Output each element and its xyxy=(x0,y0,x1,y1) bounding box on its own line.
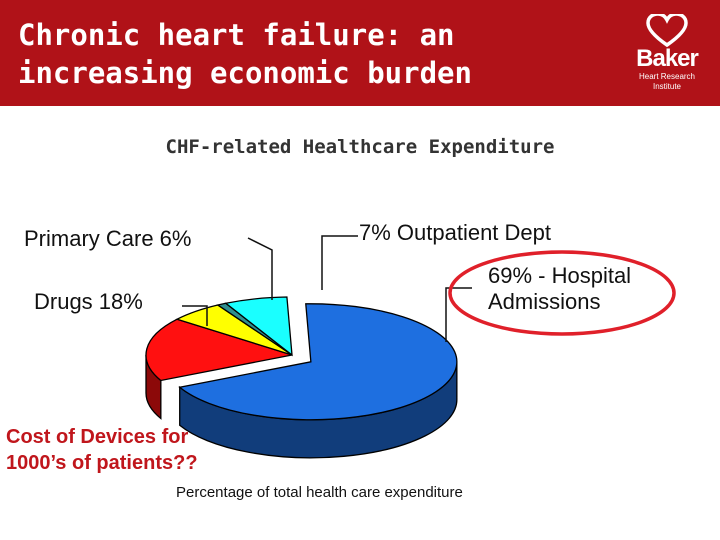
leader-lines xyxy=(182,235,472,342)
baker-logo: Baker Heart Research Institute xyxy=(624,14,710,94)
pie-sides xyxy=(145,354,458,459)
leader-line-drugs xyxy=(182,305,208,326)
highlight-ellipse xyxy=(448,250,676,336)
devices-cost-note-line-1: Cost of Devices for xyxy=(6,426,189,448)
chart-title: CHF-related Healthcare Expenditure xyxy=(165,136,555,158)
devices-cost-note: Cost of Devices for 1000’s of patients?? xyxy=(6,424,198,476)
x-axis-label: Percentage of total health care expendit… xyxy=(176,484,463,501)
pie-slice-drugs xyxy=(145,318,293,382)
logo-tagline: Heart Research Institute xyxy=(638,72,696,91)
slide-title: Chronic heart failure: an increasing eco… xyxy=(18,16,598,92)
pie-slice-outpatient-dept xyxy=(224,296,293,357)
title-banner: Chronic heart failure: an increasing eco… xyxy=(0,0,720,106)
pie-tops xyxy=(145,296,458,421)
leader-line-outpatient xyxy=(321,235,358,290)
devices-cost-note-line-2: 1000’s of patients?? xyxy=(6,452,198,474)
slide-title-line-2: increasing economic burden xyxy=(18,56,472,90)
label-hospital: 69% - Hospital Admissions xyxy=(488,263,631,315)
label-hospital-line-1: 69% - Hospital xyxy=(488,263,632,288)
label-outpatient: 7% Outpatient Dept xyxy=(359,220,552,245)
slide-title-line-1: Chronic heart failure: an xyxy=(18,18,455,52)
logo-wordmark: Baker xyxy=(636,45,699,72)
pie-slice-hospital-admissions xyxy=(178,303,458,421)
label-hospital-line-2: Admissions xyxy=(488,289,601,314)
label-primary-care: Primary Care 6% xyxy=(24,226,192,251)
label-drugs: Drugs 18% xyxy=(34,289,143,314)
leader-line-hospital xyxy=(445,287,472,342)
leader-line-primary-care xyxy=(247,237,273,300)
heart-icon xyxy=(646,14,688,48)
